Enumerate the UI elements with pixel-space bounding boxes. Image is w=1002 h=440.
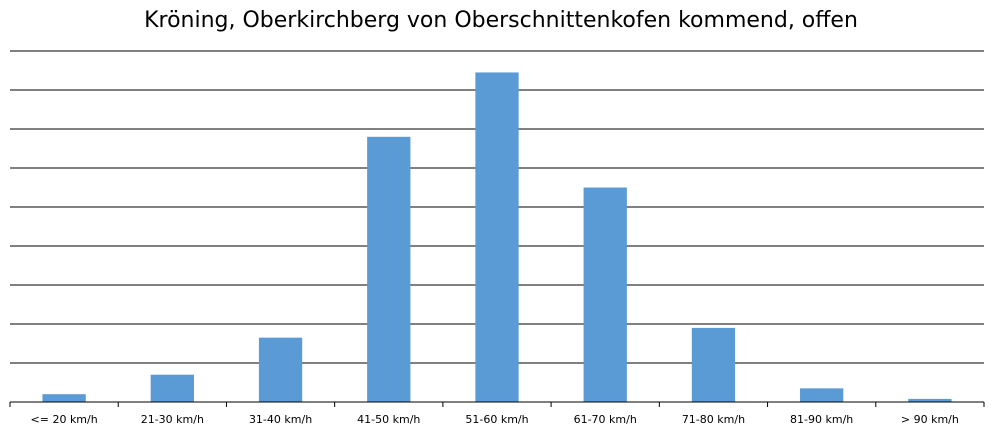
chart-title: Kröning, Oberkirchberg von Oberschnitten… [144,8,858,33]
x-axis [9,401,985,407]
bar [258,337,303,402]
x-tick-label: 21-30 km/h [141,413,204,426]
x-tick-label: 81-90 km/h [790,413,853,426]
x-tick-labels: <= 20 km/h 21-30 km/h 31-40 km/h 41-50 km/h… [31,413,959,426]
x-tick-label: 51-60 km/h [465,413,528,426]
bar [367,136,411,403]
bar [800,388,844,402]
x-tick-label: 31-40 km/h [249,413,312,426]
x-tick-label: > 90 km/h [901,413,959,426]
bar [583,187,627,402]
x-tick-label: 71-80 km/h [682,413,745,426]
bar [475,72,519,402]
bars [42,72,952,403]
x-tick-label: <= 20 km/h [31,413,98,426]
bar [42,394,86,402]
x-tick-label: 61-70 km/h [574,413,637,426]
bar [691,327,736,402]
x-tick-label: 41-50 km/h [357,413,420,426]
bar [150,374,194,402]
bar [908,398,952,402]
